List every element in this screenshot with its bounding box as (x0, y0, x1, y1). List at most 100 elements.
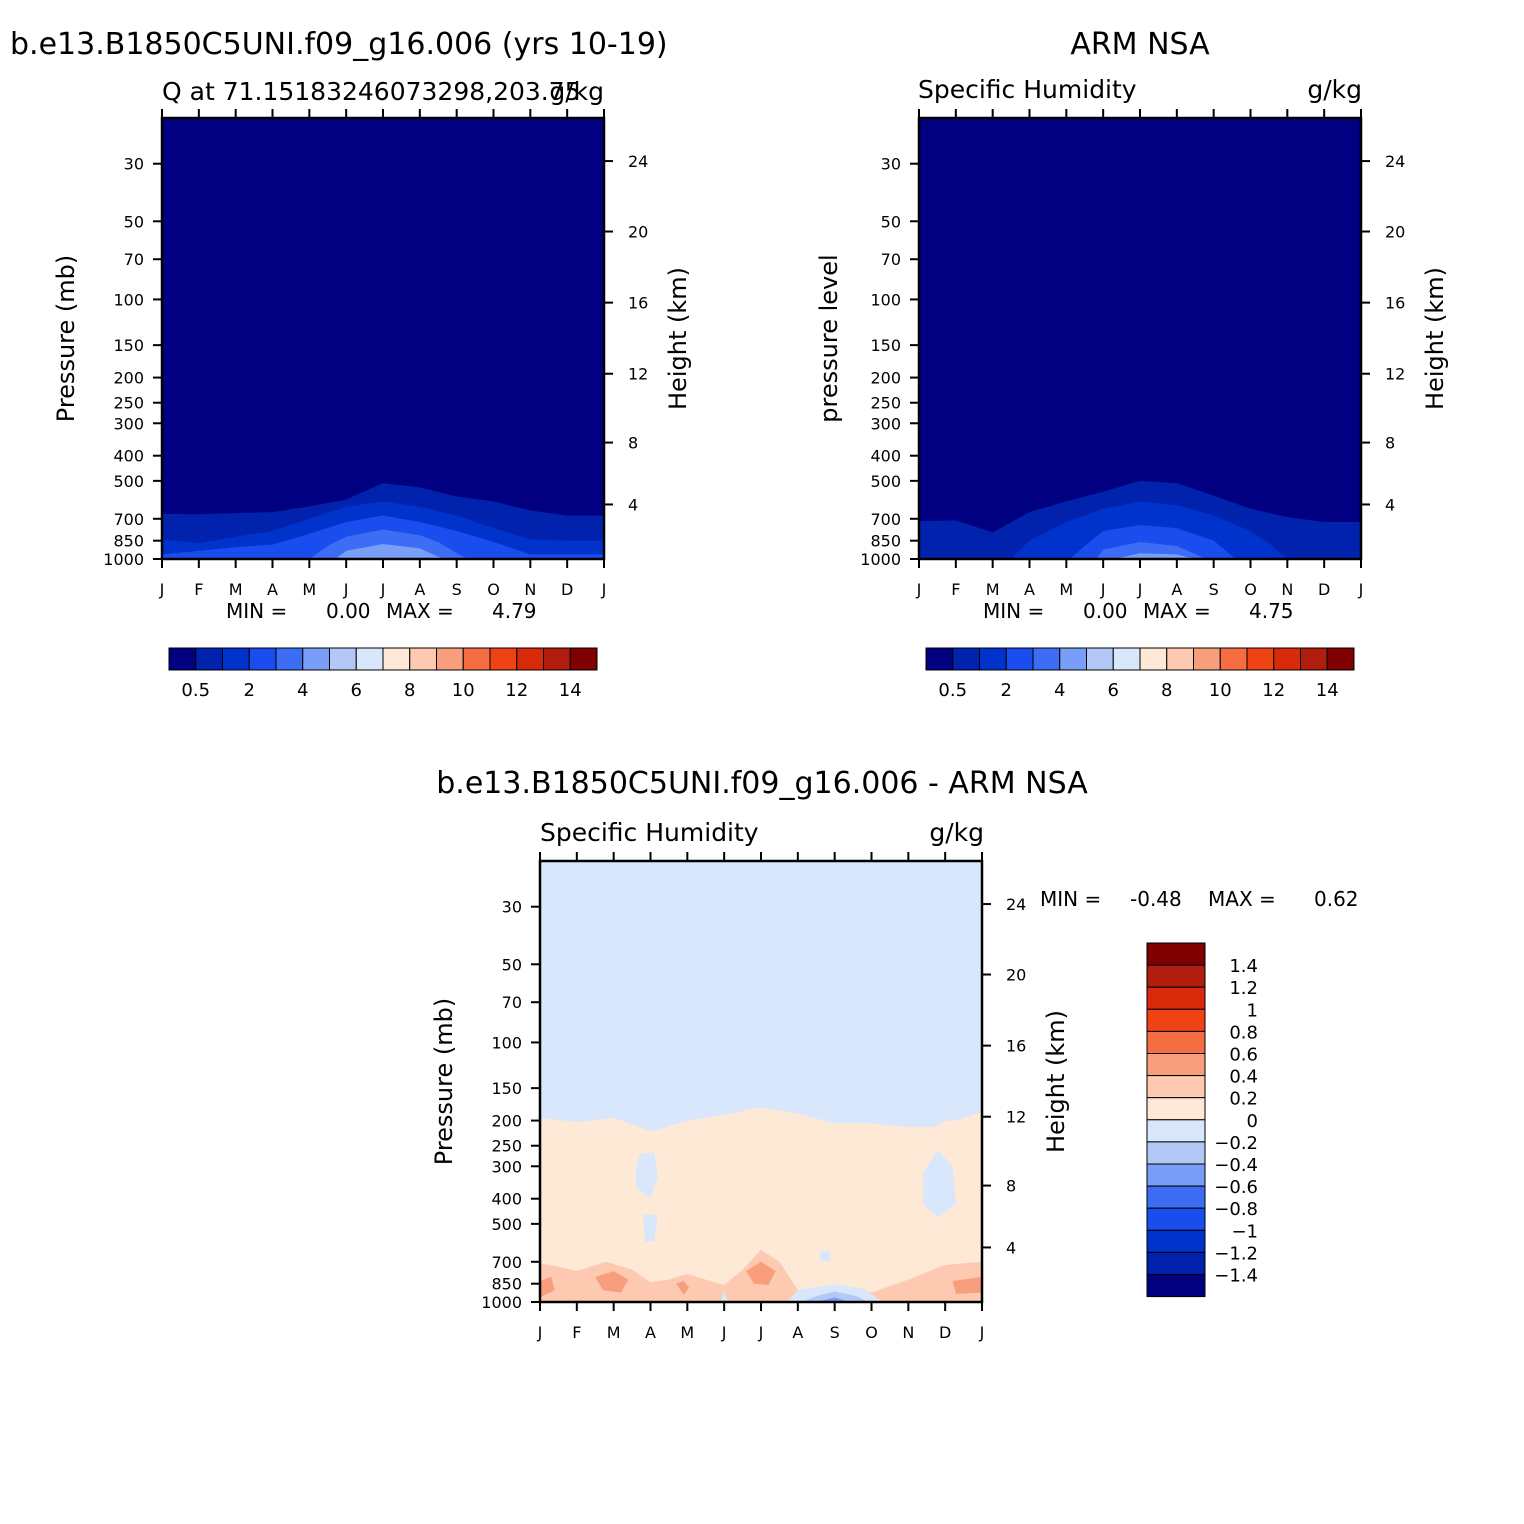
y-axis-label: Pressure (mb) (430, 998, 458, 1165)
y-tick-label: 50 (881, 212, 901, 231)
y2-tick-label: 8 (628, 434, 638, 453)
panel2-title: ARM NSA (1070, 27, 1210, 62)
x-tick-label: M (1059, 580, 1073, 599)
x-tick-label: J (1137, 580, 1143, 599)
x-tick-label: N (524, 580, 536, 599)
x-tick-label: A (267, 580, 278, 599)
colorbar-label: 4 (297, 680, 308, 701)
panel3-colorbar: 1.41.210.80.60.40.20−0.2−0.4−0.6−0.8−1−1… (1146, 942, 1258, 1298)
y2-tick-label: 12 (628, 365, 648, 384)
colorbar-label: 14 (1316, 680, 1339, 701)
x-tick-label: A (1171, 580, 1182, 599)
y-tick-label: 50 (124, 212, 144, 231)
y-tick-label: 150 (870, 336, 901, 355)
colorbar-label: 4 (1054, 680, 1065, 701)
contour-pocket-neg (819, 1250, 831, 1262)
colorbar-box (1112, 647, 1141, 671)
y2-axis-label: Height (km) (1042, 1010, 1070, 1153)
colorbar-box (1246, 647, 1275, 671)
x-tick-label: O (1244, 580, 1257, 599)
colorbar-box (1193, 647, 1221, 671)
colorbar-box (168, 647, 197, 671)
colorbar-box (1146, 942, 1206, 966)
y2-tick-label: 4 (628, 495, 638, 514)
panel1-min-value: 0.00 (326, 599, 371, 623)
x-tick-label: A (414, 580, 425, 599)
y2-tick-label: 24 (1006, 895, 1026, 914)
colorbar-box (436, 647, 464, 671)
y-tick-label: 300 (113, 414, 144, 433)
y-tick-label: 250 (491, 1137, 522, 1156)
y-tick-label: 850 (113, 532, 144, 551)
y2-tick-label: 8 (1385, 434, 1395, 453)
contour-fill-4 (335, 543, 446, 559)
panel3-max-value: 0.62 (1314, 887, 1359, 911)
colorbar-label: −1.4 (1214, 1266, 1258, 1287)
y-tick-label: 400 (491, 1190, 522, 1209)
contour-speck-neg (720, 1290, 728, 1302)
y-tick-label: 30 (881, 155, 901, 174)
contour-pocket-neg (643, 1214, 658, 1243)
colorbar-box (1166, 647, 1194, 671)
x-tick-label: M (680, 1323, 694, 1342)
y2-tick-label: 20 (1385, 223, 1405, 242)
colorbar-box (329, 647, 357, 671)
x-tick-label: D (939, 1323, 951, 1342)
y2-tick-label: 12 (1385, 365, 1405, 384)
y2-tick-label: 16 (1006, 1037, 1026, 1056)
x-tick-label: A (792, 1323, 803, 1342)
panel1-subtitle-left: Q at 71.15183246073298,203.75 (162, 77, 581, 106)
y2-axis-label: Height (km) (664, 267, 692, 410)
colorbar-box (1146, 1097, 1206, 1121)
x-tick-label: S (1209, 580, 1219, 599)
y2-tick-label: 12 (1006, 1108, 1026, 1127)
y-tick-label: 250 (870, 394, 901, 413)
x-tick-label: M (302, 580, 316, 599)
x-tick-label: J (1358, 580, 1364, 599)
x-tick-label: D (561, 580, 573, 599)
y-tick-label: 400 (113, 447, 144, 466)
y2-tick-label: 20 (1006, 966, 1026, 985)
panel3-subtitle-right: g/kg (929, 818, 984, 847)
y-tick-label: 700 (870, 510, 901, 529)
y2-axis-label: Height (km) (1421, 267, 1449, 410)
colorbar-box (1326, 647, 1355, 671)
colorbar-label: −0.2 (1214, 1133, 1258, 1154)
panel2-max-value: 4.75 (1249, 599, 1294, 623)
y-tick-label: 100 (870, 290, 901, 309)
y-tick-label: 50 (502, 955, 522, 974)
contour-pocket-neg (923, 1150, 957, 1217)
y-tick-label: 500 (491, 1215, 522, 1234)
colorbar-label: 12 (1262, 680, 1285, 701)
y-tick-label: 100 (113, 290, 144, 309)
colorbar-label: −0.4 (1214, 1155, 1258, 1176)
panel1-max-label: MAX = (386, 599, 454, 623)
colorbar-label: 6 (1108, 680, 1119, 701)
colorbar-box (382, 647, 411, 671)
colorbar-box (1146, 986, 1206, 1010)
colorbar-box (1059, 647, 1087, 671)
colorbar-label: 1.4 (1229, 956, 1258, 977)
contour-fill-3 (1095, 541, 1207, 559)
colorbar-box (222, 647, 250, 671)
y-tick-label: 700 (113, 510, 144, 529)
colorbar-box (952, 647, 980, 671)
contour-pocket-neg (635, 1152, 658, 1199)
colorbar-label: 1.2 (1229, 978, 1258, 999)
x-tick-label: M (607, 1323, 621, 1342)
colorbar-label: 8 (1161, 680, 1172, 701)
panel3-title: b.e13.B1850C5UNI.f09_g16.006 - ARM NSA (436, 766, 1088, 801)
colorbar-box (1146, 964, 1206, 988)
colorbar-label: 0.5 (181, 680, 210, 701)
colorbar-label: 14 (559, 680, 582, 701)
y-tick-label: 850 (870, 532, 901, 551)
x-tick-label: D (1318, 580, 1330, 599)
y-tick-label: 200 (491, 1112, 522, 1131)
panel1-contours (162, 118, 604, 559)
colorbar-box (543, 647, 571, 671)
colorbar-label: 0 (1247, 1111, 1258, 1132)
x-tick-label: J (380, 580, 386, 599)
x-tick-label: J (601, 580, 607, 599)
